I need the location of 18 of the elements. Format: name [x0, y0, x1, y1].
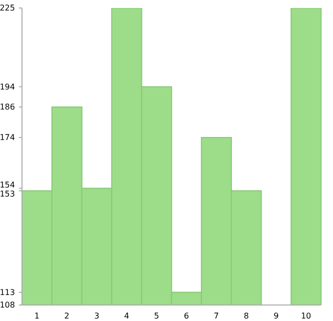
x-tick-label: 4 [124, 312, 130, 321]
x-tick-label: 1 [34, 312, 40, 321]
y-tick-label: 154 [0, 180, 15, 190]
x-tick-label: 10 [300, 312, 312, 321]
y-tick-label: 225 [0, 4, 15, 13]
y-tick-label: 108 [0, 300, 15, 310]
y-tick-label: 194 [0, 82, 15, 92]
y-tick-label: 186 [0, 102, 15, 112]
x-tick-label: 6 [184, 312, 189, 321]
y-tick-label: 153 [0, 190, 15, 199]
y-tick-label: 113 [0, 288, 15, 297]
x-tick-label: 7 [214, 312, 219, 321]
x-tick-label: 2 [64, 312, 70, 321]
x-tick-label: 9 [274, 312, 279, 321]
y-tick-label: 174 [0, 133, 15, 142]
x-tick-label: 8 [244, 312, 249, 321]
x-tick-label: 3 [94, 312, 100, 321]
x-tick-label: 5 [154, 312, 160, 321]
